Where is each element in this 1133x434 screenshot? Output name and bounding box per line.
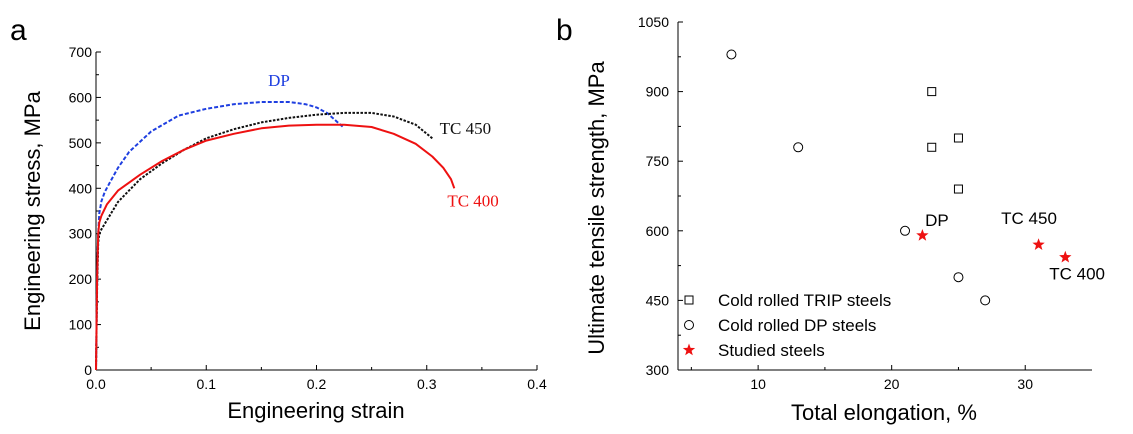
panel-a-axes xyxy=(95,52,537,371)
annotation-label: TC 400 xyxy=(447,191,498,210)
circle-point xyxy=(900,225,911,236)
y-tick-label: 300 xyxy=(646,362,670,378)
x-tick-label: 20 xyxy=(884,376,900,392)
panel-a-ylabel: Engineering stress, MPa xyxy=(20,90,45,330)
panel-b-annotations: DP TC 450 TC 400 xyxy=(925,209,1105,284)
panel-a-ticks: 0.0 0.1 0.2 0.3 0.4 0 100 200 300 400 500 600 700 xyxy=(69,44,547,392)
x-tick-label: 0.2 xyxy=(307,376,327,392)
legend-label: Cold rolled TRIP steels xyxy=(718,291,891,310)
y-tick-label: 0 xyxy=(84,362,92,378)
circle-point xyxy=(793,142,804,153)
square-point xyxy=(953,133,963,143)
x-tick-label: 10 xyxy=(750,376,766,392)
square-point xyxy=(953,184,963,194)
x-tick-label: 0.0 xyxy=(86,376,106,392)
y-tick-label: 600 xyxy=(69,89,93,105)
square-point xyxy=(927,142,937,152)
x-tick-label: 0.1 xyxy=(197,376,217,392)
panel-b-legend: Cold rolled TRIP steels Cold rolled DP st… xyxy=(682,291,891,360)
star-point xyxy=(916,228,929,241)
x-tick-label: 0.3 xyxy=(417,376,437,392)
y-tick-label: 900 xyxy=(646,84,670,100)
legend-marker-star xyxy=(682,343,696,356)
circle-point xyxy=(953,272,964,283)
star-point xyxy=(1032,238,1045,250)
y-tick-label: 300 xyxy=(69,226,93,242)
circle-point xyxy=(980,295,991,306)
star-point xyxy=(1059,250,1072,263)
x-tick-label: 30 xyxy=(1017,376,1033,392)
y-tick-label: 450 xyxy=(646,292,670,308)
legend-label: Studied steels xyxy=(718,341,825,360)
annotation-label: TC 400 xyxy=(1049,265,1105,284)
panel-a-annotations: DP TC 450 TC 400 xyxy=(268,71,499,210)
y-tick-label: 700 xyxy=(69,44,93,60)
y-tick-label: 1050 xyxy=(638,14,669,30)
series-line-tc-450 xyxy=(95,111,433,371)
panel-b-label: b xyxy=(556,14,573,47)
panel-b-xlabel: Total elongation, % xyxy=(791,400,977,425)
annotation-label: DP xyxy=(268,71,290,90)
panel-a-label: a xyxy=(10,14,27,47)
y-tick-label: 400 xyxy=(69,180,93,196)
x-tick-label: 0.4 xyxy=(527,376,547,392)
legend-marker-square xyxy=(684,295,694,305)
panel-a-xlabel: Engineering strain xyxy=(227,398,404,423)
panel-b-ticks: 10 20 30 300 450 600 750 900 1050 xyxy=(638,14,1033,392)
panel-b-points xyxy=(726,49,1072,306)
y-tick-label: 600 xyxy=(646,223,670,239)
series-line-dp xyxy=(95,101,344,371)
legend-label: Cold rolled DP steels xyxy=(718,316,876,335)
y-tick-label: 100 xyxy=(69,317,93,333)
circle-point xyxy=(726,49,737,60)
annotation-label: TC 450 xyxy=(1001,209,1057,228)
annotation-label: DP xyxy=(925,211,949,230)
series-line-tc-400 xyxy=(95,123,456,371)
y-tick-label: 500 xyxy=(69,135,93,151)
panel-a-series xyxy=(95,101,456,371)
legend-marker-circle xyxy=(684,320,694,330)
annotation-label: TC 450 xyxy=(440,119,491,138)
y-tick-label: 200 xyxy=(69,271,93,287)
y-tick-label: 750 xyxy=(646,153,670,169)
panel-b-ylabel: Ultimate tensile strength, MPa xyxy=(584,61,609,355)
square-point xyxy=(927,87,937,97)
